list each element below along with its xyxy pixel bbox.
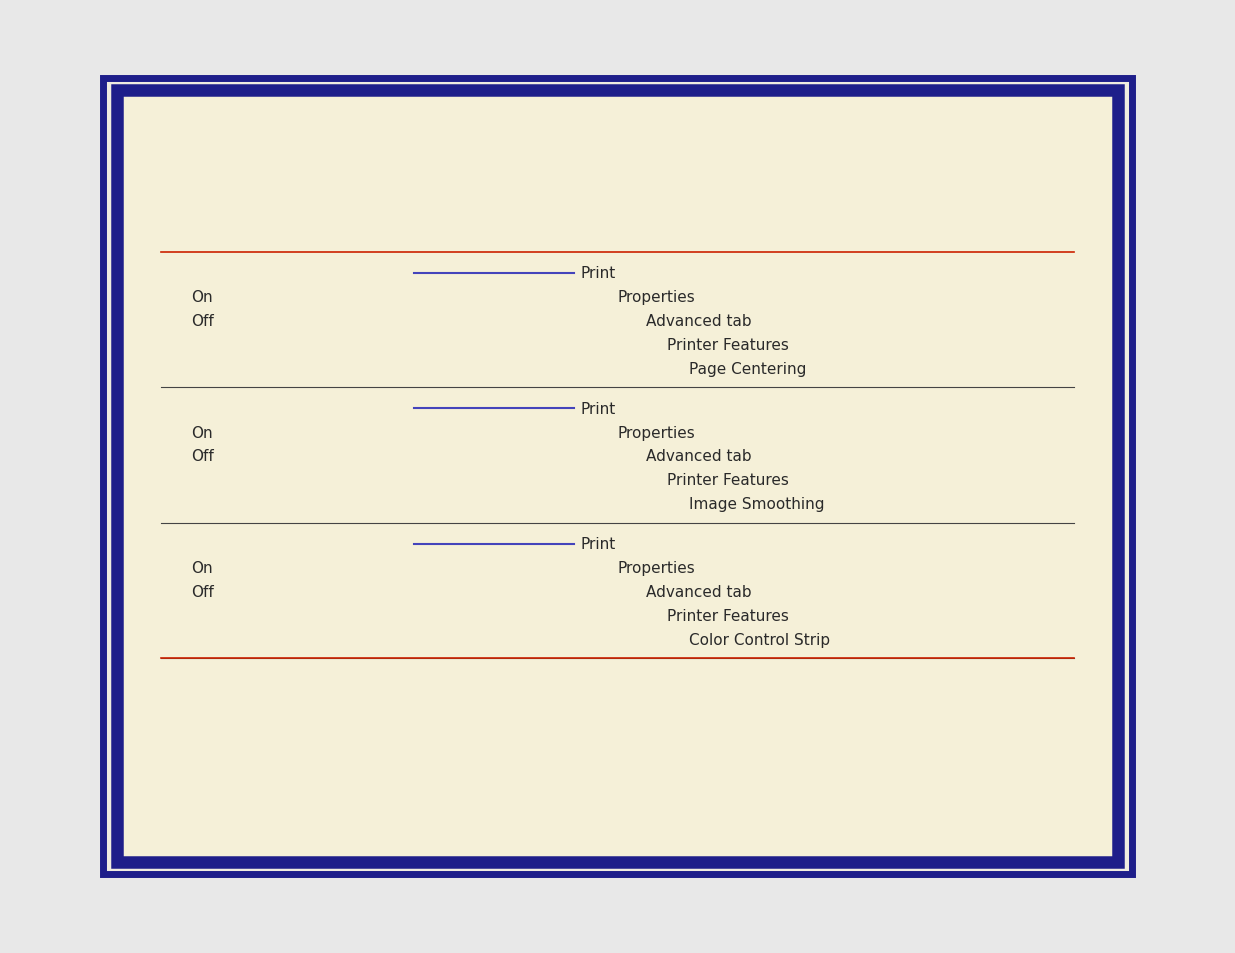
Text: Advanced tab: Advanced tab [646,314,752,329]
Text: Printer Features: Printer Features [667,473,789,488]
Text: Color Control Strip: Color Control Strip [689,632,830,647]
Text: Printer Features: Printer Features [667,337,789,353]
Text: Properties: Properties [618,425,695,440]
Text: Print: Print [580,537,616,552]
Text: On: On [191,425,214,440]
Text: Off: Off [191,314,214,329]
Text: Advanced tab: Advanced tab [646,584,752,599]
Text: Page Centering: Page Centering [689,361,806,376]
Text: On: On [191,290,214,305]
Text: Print: Print [580,401,616,416]
Text: Image Smoothing: Image Smoothing [689,497,825,512]
Text: Advanced tab: Advanced tab [646,449,752,464]
Text: Off: Off [191,584,214,599]
Text: Printer Features: Printer Features [667,608,789,623]
Text: Properties: Properties [618,560,695,576]
Text: Off: Off [191,449,214,464]
Text: Properties: Properties [618,290,695,305]
Text: On: On [191,560,214,576]
Text: Print: Print [580,266,616,281]
